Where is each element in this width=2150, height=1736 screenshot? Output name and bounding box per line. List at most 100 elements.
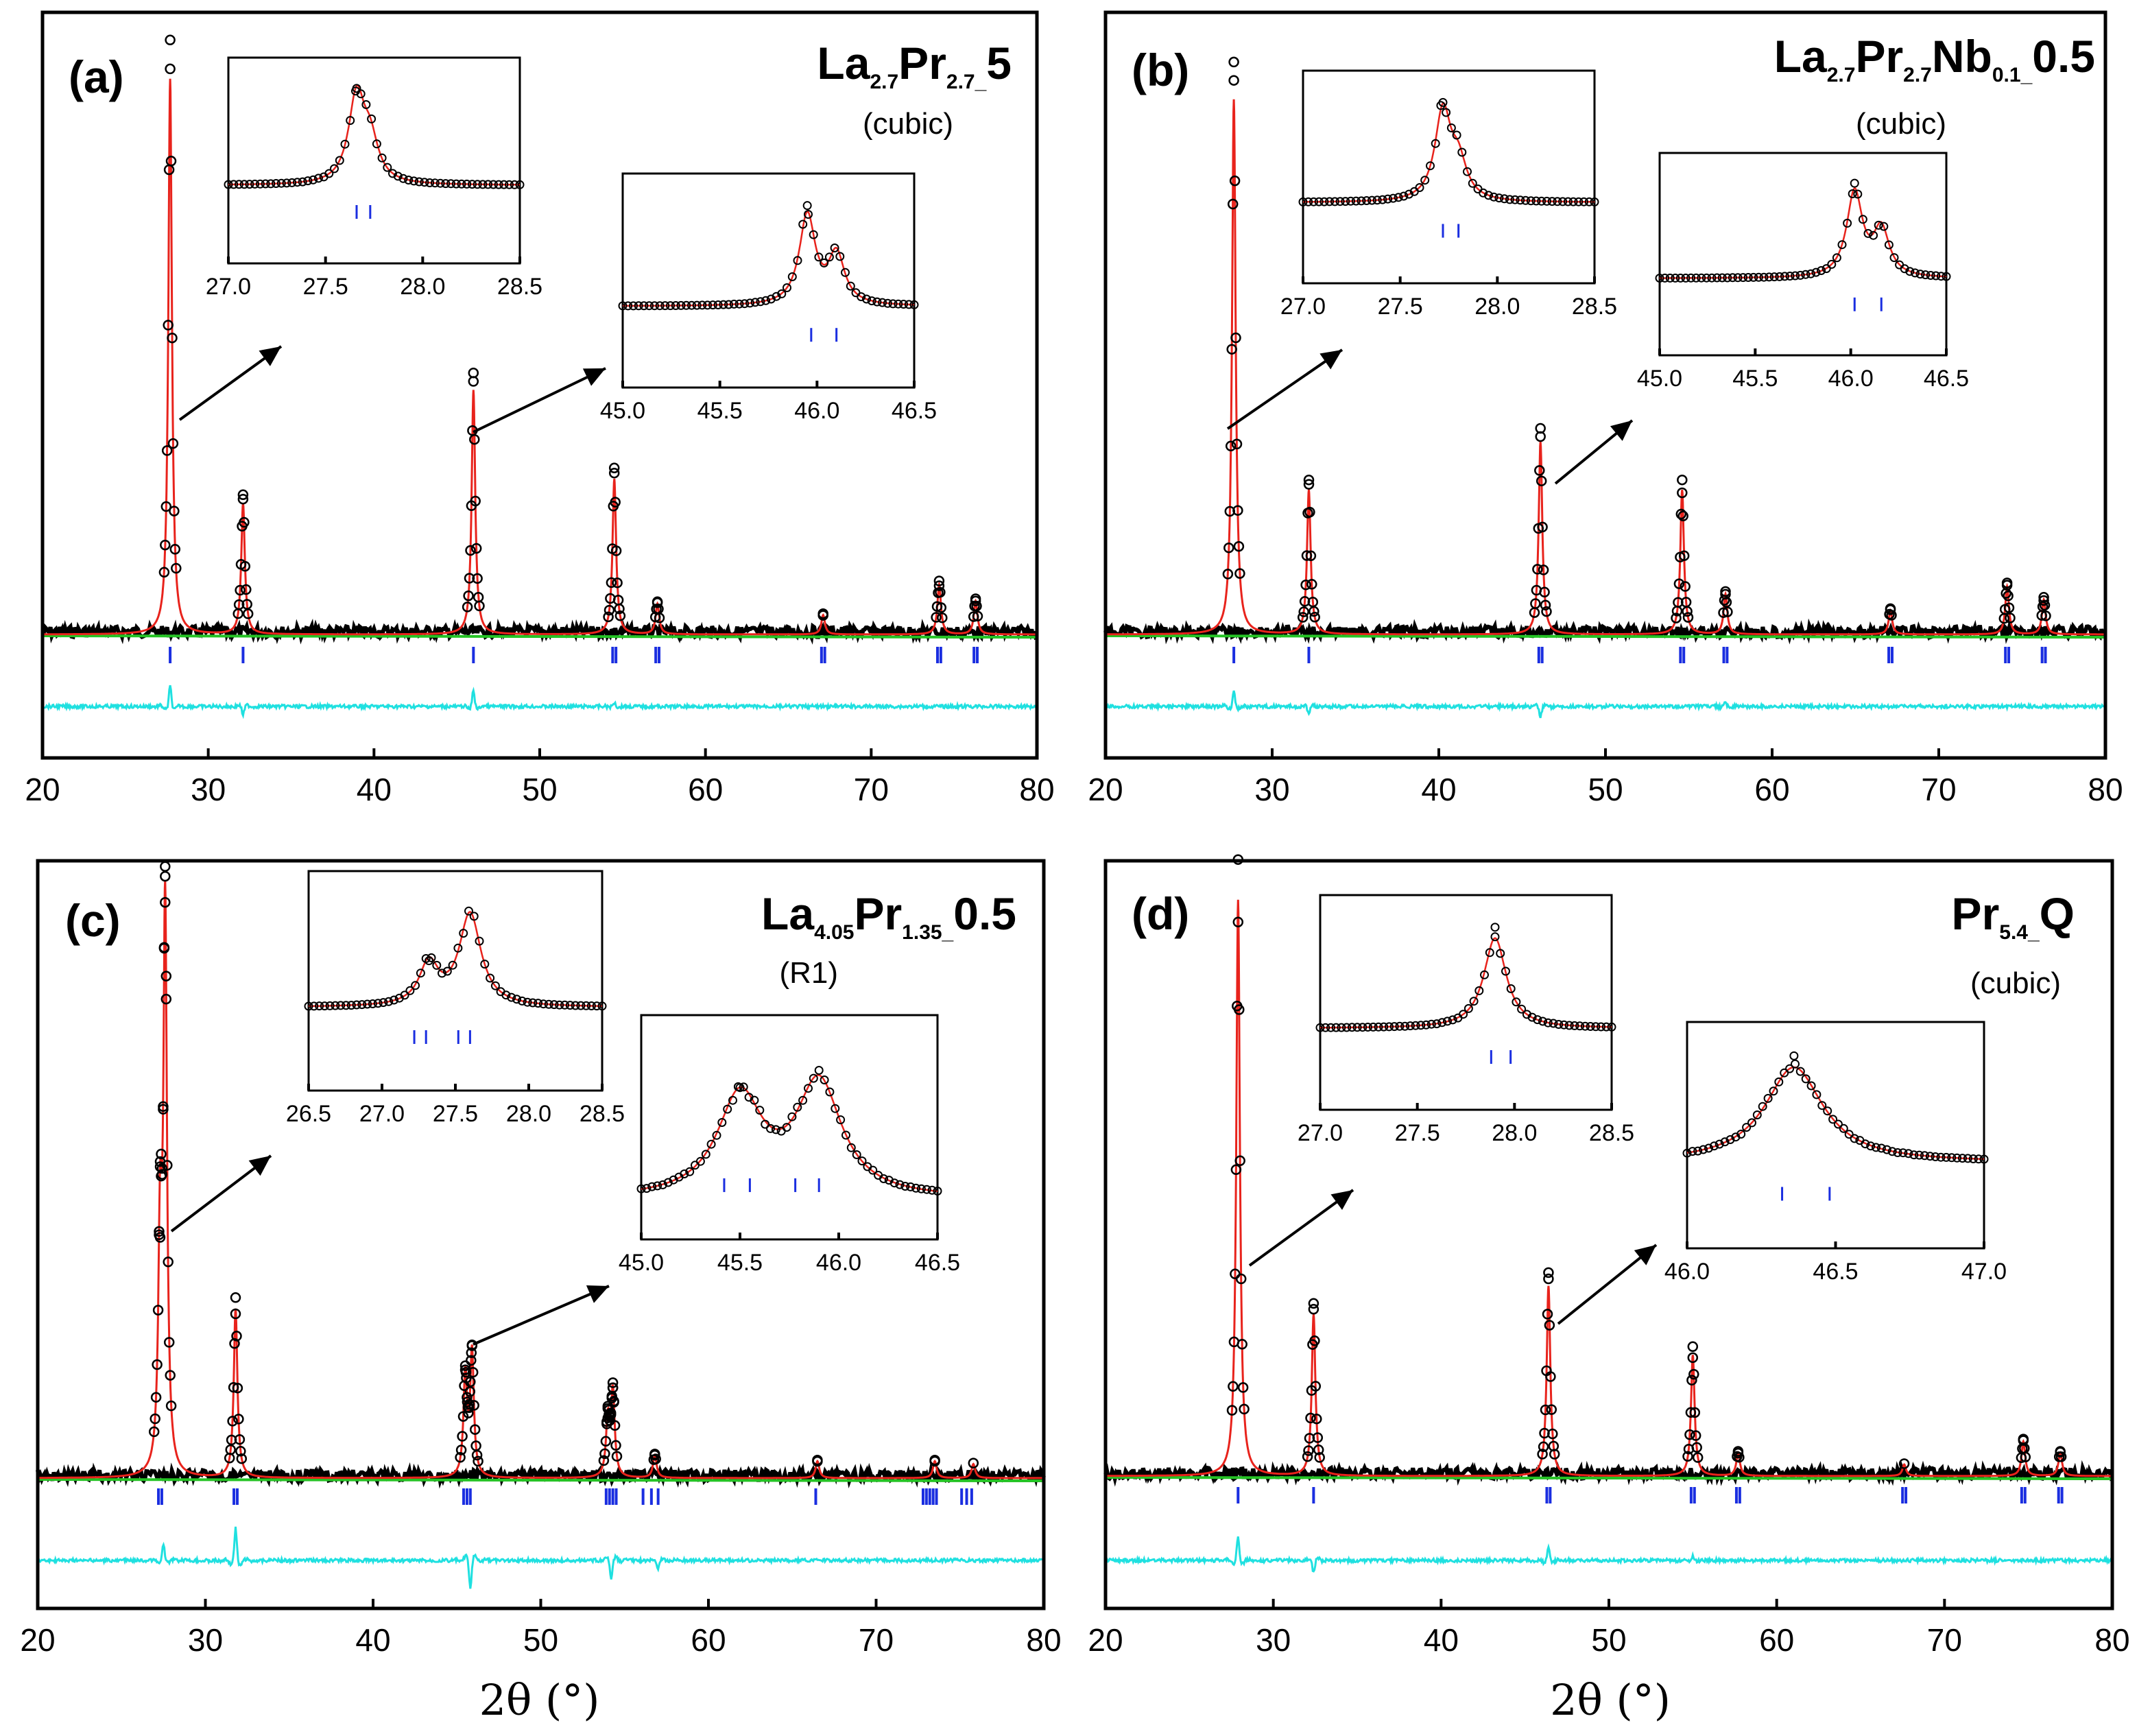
inset-observed-point (1388, 193, 1398, 203)
inset-observed-point (1848, 189, 1857, 198)
inset-observed-point (1926, 271, 1935, 280)
inset-observed-point (1363, 1023, 1372, 1032)
inset-observed-point (1728, 273, 1737, 283)
x-axis: 20 30 40 50 60 70 80 (1088, 748, 2123, 807)
observed-point (1232, 505, 1243, 516)
inset-observed-point (331, 1001, 340, 1010)
observed-point (1303, 474, 1315, 486)
inset-observed-point (229, 180, 239, 189)
x-axis: 20 30 40 50 60 70 80 (25, 748, 1055, 807)
inset-observed-point (411, 981, 420, 990)
inset-observed-point (336, 1001, 346, 1010)
observed-point (1303, 1445, 1314, 1456)
inset-observed-point (372, 139, 381, 149)
inset-observed-point (1590, 197, 1599, 206)
inset-observed-point (1893, 1148, 1902, 1157)
bragg-marks (1232, 647, 2047, 663)
inset-observed-point (469, 912, 479, 921)
inset-calculated-profile (309, 910, 602, 1008)
observed-point (165, 34, 176, 46)
observed-point (470, 495, 481, 507)
inset-observed-point (1517, 1004, 1527, 1014)
x-tick-label: 80 (2094, 1622, 2129, 1658)
zoom-arrow (1557, 1244, 1658, 1325)
observed-point (1543, 1273, 1554, 1285)
inset-observed-point (734, 299, 744, 309)
observed-point (1682, 612, 1694, 623)
observed-point (1671, 613, 1682, 623)
inset-observed-point (377, 153, 387, 163)
inset-observed-point (1879, 222, 1889, 231)
inset-observed-point (1882, 1145, 1891, 1154)
inset-observed-point (490, 981, 500, 990)
inset-observed-point (697, 300, 707, 310)
observed-point (1229, 175, 1241, 187)
observed-point (469, 433, 480, 445)
observed-point (468, 1400, 479, 1411)
inset-observed-point (761, 1119, 770, 1129)
x-tick-label: 60 (688, 772, 723, 807)
observed-point (2018, 1434, 2029, 1444)
background-line (1105, 634, 2106, 639)
inset-observed-point (1335, 197, 1345, 206)
inset-observed-point (1795, 270, 1805, 280)
inset-observed-point (916, 1184, 926, 1193)
observed-point (233, 1414, 244, 1425)
inset-observed-point (777, 289, 787, 298)
observed-point (1230, 1164, 1242, 1176)
inset-observed-point (1707, 273, 1717, 283)
inset-observed-point (1791, 271, 1800, 281)
inset-observed-point (1416, 1021, 1426, 1030)
x-tick-label: 50 (1591, 1622, 1626, 1658)
observed-point (1237, 1382, 1249, 1393)
inset-x-tick-label: 28.5 (497, 274, 542, 300)
inset-observed-point (1575, 1021, 1585, 1031)
panel-d: 20 30 40 50 60 70 80 2θ (°) (d) Pr5.4_Q (cubic) 27.… (1088, 854, 2130, 1725)
observed-point (968, 611, 979, 622)
inset-observed-point (480, 960, 490, 969)
inset-observed-point (1549, 1019, 1558, 1028)
panel-title: La2.7Pr2.7Nb0.1_0.5 (1774, 31, 2095, 86)
inset-2: 46.0 46.5 47.0 (1664, 1021, 2007, 1285)
inset-x-tick-label: 28.0 (1474, 294, 1520, 320)
inset-observed-point (468, 180, 477, 189)
observed-point (1541, 606, 1552, 617)
difference-curve (1104, 690, 2106, 719)
inset-x-tick-label: 47.0 (1961, 1259, 2007, 1285)
observed-point (464, 573, 475, 584)
inset-observed-point (900, 1182, 910, 1191)
inset-observed-point (462, 179, 472, 189)
observed-point (242, 608, 254, 619)
observed-point (1230, 332, 1241, 344)
observed-point (1225, 440, 1237, 452)
observed-point (607, 1377, 619, 1388)
observed-point (1540, 1404, 1551, 1416)
inset-observed-point (1876, 1143, 1886, 1153)
inset-observed-point (1422, 1020, 1431, 1030)
inset-observed-point (1675, 273, 1685, 283)
inset-observed-point (1821, 264, 1831, 274)
inset-observed-point (1533, 1015, 1542, 1025)
inset-observed-point (1743, 273, 1753, 282)
inset-observed-point (639, 301, 649, 311)
inset-observed-point (793, 1102, 802, 1112)
inset-observed-point (1853, 189, 1863, 199)
observed-point (227, 1416, 238, 1427)
observed-point (1237, 1339, 1247, 1350)
inset-observed-point (457, 179, 466, 189)
inset-observed-point (510, 180, 519, 189)
observed-point (610, 545, 622, 556)
inset-observed-point (1607, 1022, 1616, 1032)
inset-observed-point (1591, 1022, 1601, 1032)
observed-point (1222, 569, 1234, 580)
inset-observed-point (1754, 272, 1763, 282)
inset-observed-point (1936, 1152, 1946, 1162)
inset-observed-point (1315, 1023, 1325, 1032)
inset-observed-point (368, 999, 377, 1008)
inset-observed-point (597, 1001, 607, 1011)
bragg-marks (169, 647, 979, 663)
observed-point (2005, 613, 2016, 623)
observed-point (1297, 612, 1309, 623)
inset-observed-point (1789, 1051, 1799, 1060)
inset-observed-point (1866, 1141, 1876, 1151)
